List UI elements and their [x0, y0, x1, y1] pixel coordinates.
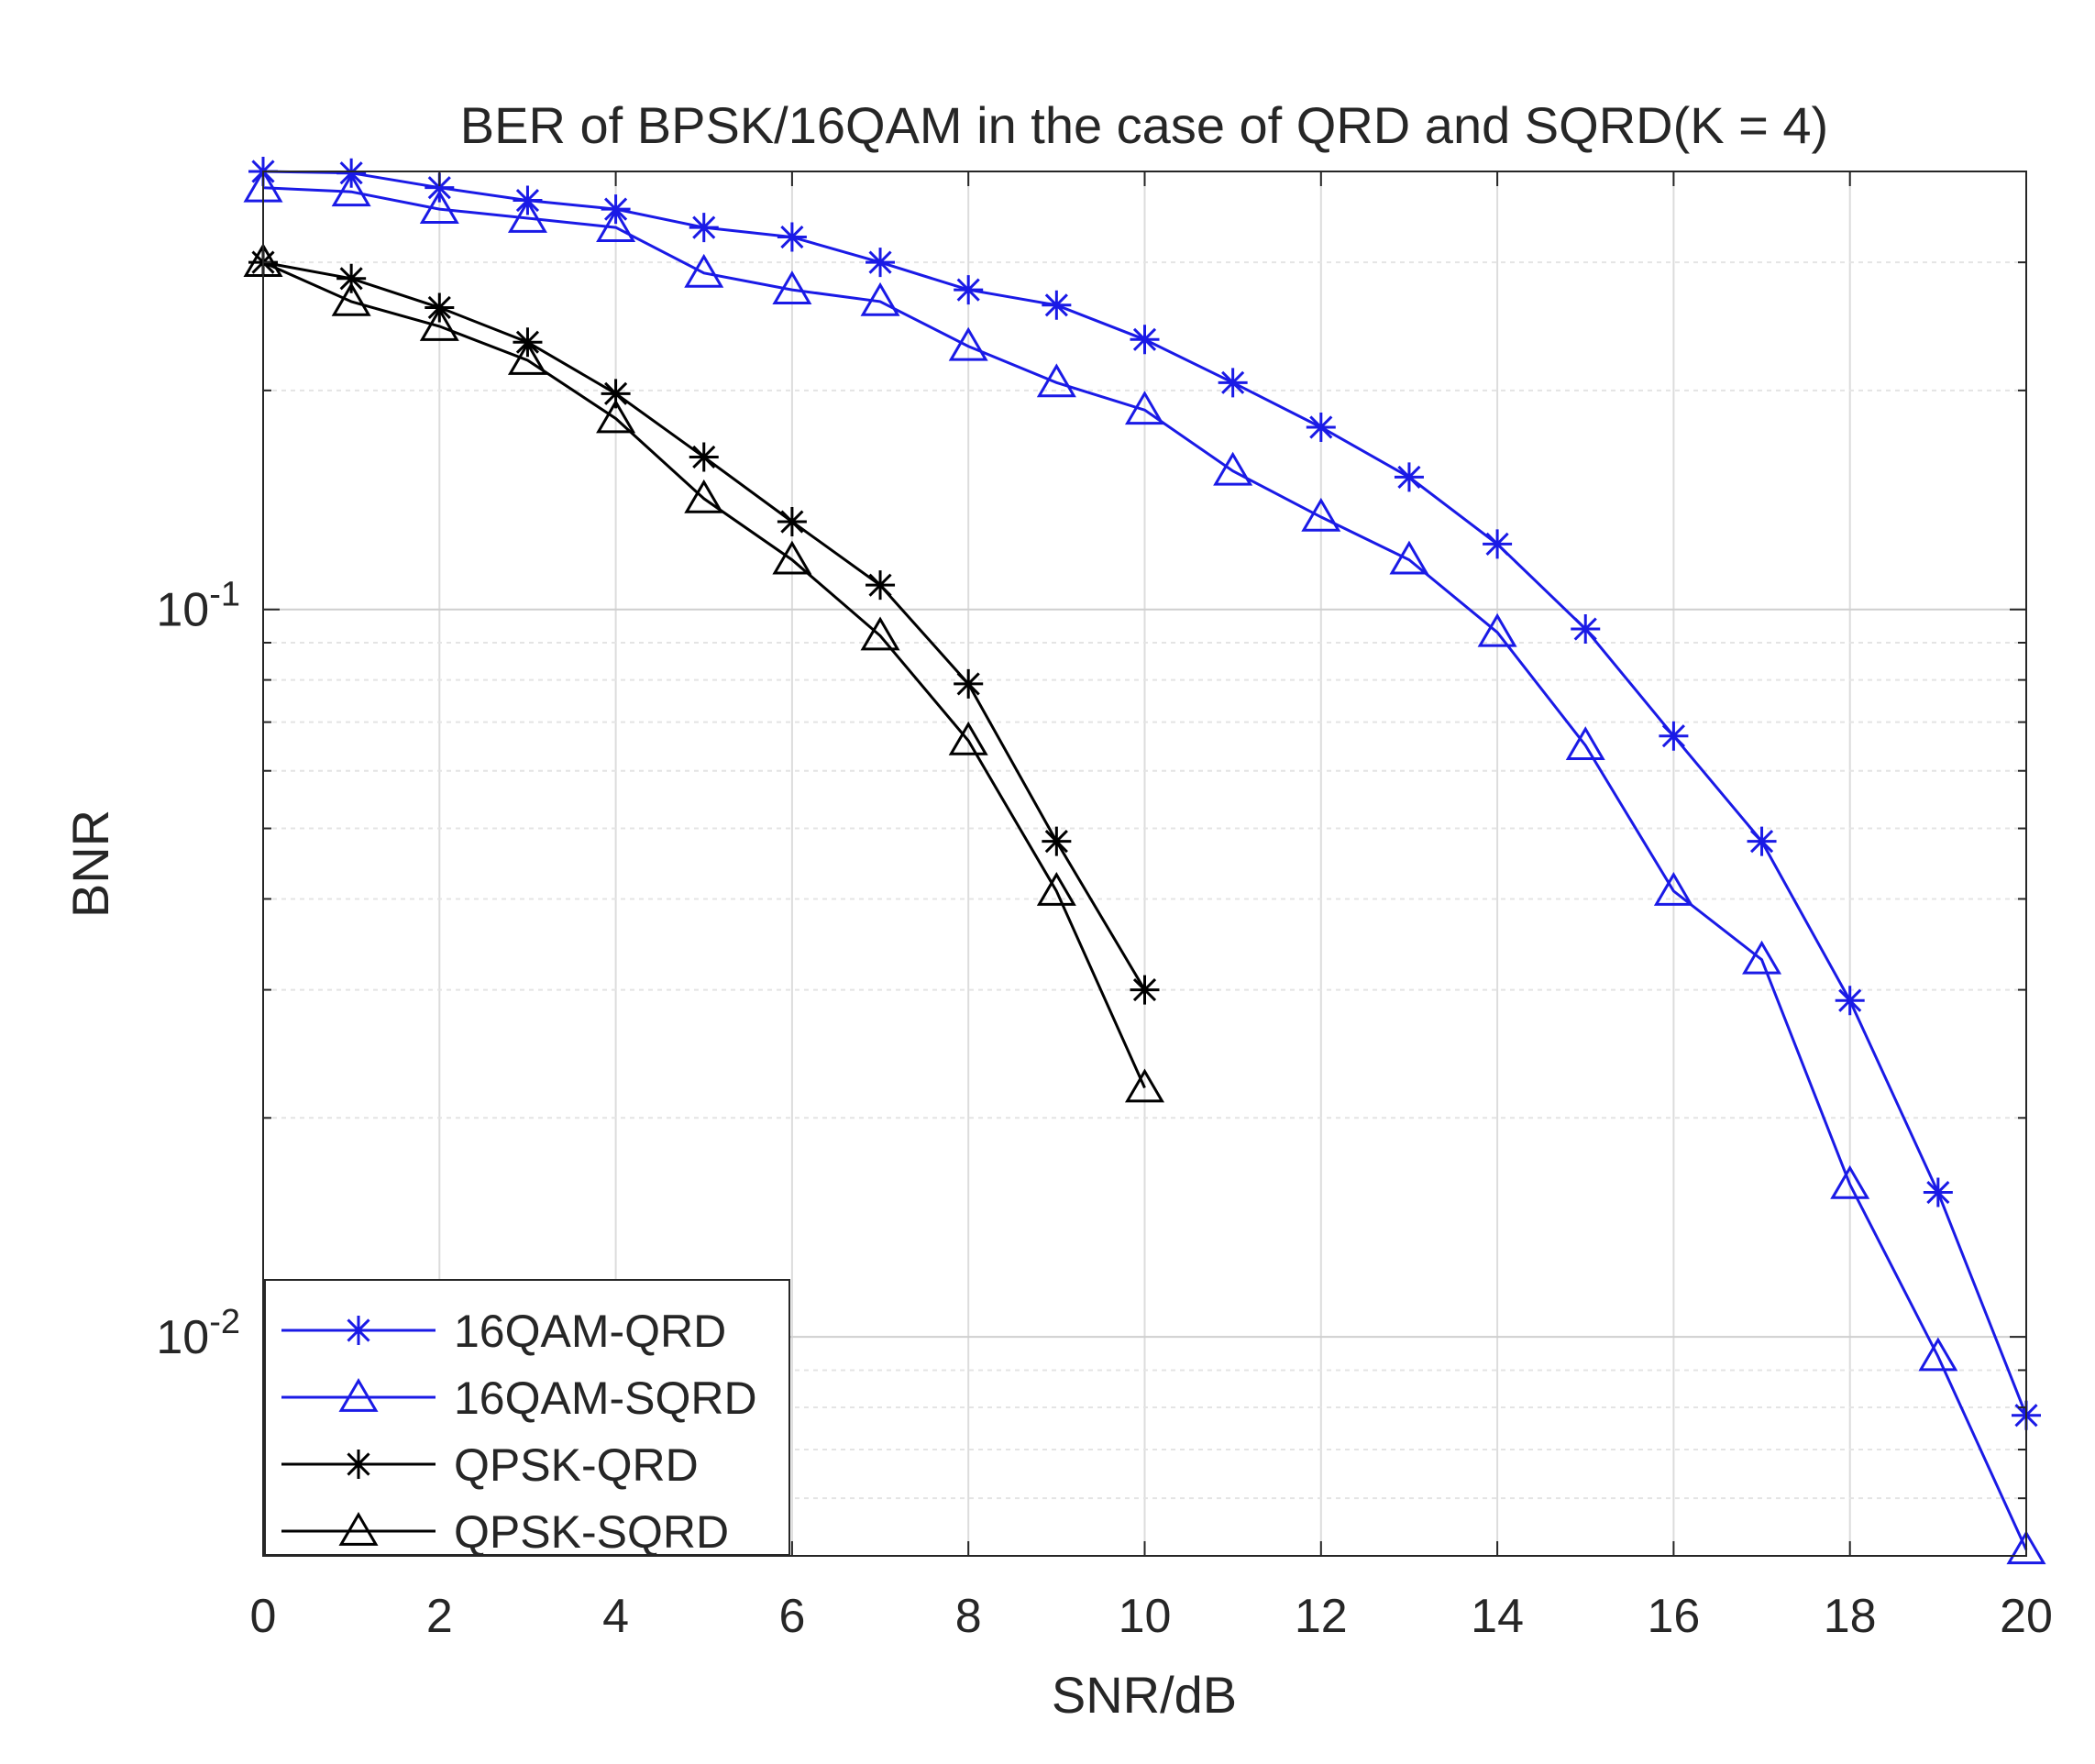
data-point-16qam-qrd [1571, 614, 1601, 645]
legend-marker [344, 1450, 373, 1479]
series-qpsk-sqrd [243, 243, 1165, 1103]
legend-marker [338, 1512, 379, 1546]
legend-marker [338, 1378, 379, 1412]
x-axis-label: SNR/dB [1052, 1666, 1237, 1724]
x-tick-label: 10 [1119, 1590, 1172, 1643]
x-tick-label: 14 [1471, 1590, 1524, 1643]
x-tick-label: 20 [2000, 1590, 2053, 1643]
data-point-16qam-sqrd [1742, 940, 1782, 975]
data-point-16qam-qrd [425, 172, 455, 203]
data-point-16qam-sqrd [1213, 451, 1253, 486]
y-tick-label: 10-2 [156, 1303, 240, 1364]
data-point-16qam-qrd [1659, 721, 1689, 751]
data-point-16qam-qrd [1306, 413, 1336, 443]
data-point-16qam-sqrd [1301, 497, 1341, 532]
data-point-16qam-sqrd [1389, 540, 1429, 575]
tick-labels: 0 2 4 6 8 10 12 14 16 18 20 10-1 10-2 [156, 576, 2053, 1643]
x-tick-label: 2 [426, 1590, 453, 1643]
data-point-16qam-qrd [1923, 1177, 1953, 1207]
data-point-16qam-sqrd [1477, 612, 1517, 647]
data-point-qpsk-qrd [689, 442, 719, 472]
data-point-16qam-sqrd [1565, 726, 1605, 761]
data-point-16qam-sqrd [948, 326, 988, 361]
data-point-qpsk-sqrd [684, 479, 724, 513]
data-point-qpsk-sqrd [331, 281, 371, 316]
x-tick-label: 8 [955, 1590, 982, 1643]
data-point-16qam-sqrd [860, 281, 900, 316]
data-point-16qam-qrd [1042, 290, 1072, 320]
data-point-qpsk-qrd [777, 507, 807, 537]
legend-label: 16QAM-QRD [454, 1306, 726, 1357]
data-point-qpsk-sqrd [1124, 1068, 1165, 1103]
data-point-16qam-sqrd [1036, 363, 1076, 398]
data-point-qpsk-sqrd [596, 399, 636, 434]
data-point-16qam-sqrd [1124, 391, 1165, 425]
legend-label: 16QAM-SQRD [454, 1373, 757, 1424]
data-point-qpsk-sqrd [860, 616, 900, 651]
legend: 16QAM-QRD 16QAM-SQRD QPSK-QRD QPSK-SQRD [264, 1279, 790, 1558]
x-tick-label: 16 [1647, 1590, 1700, 1643]
data-point-16qam-qrd [1394, 462, 1424, 492]
series-line-qpsk-sqrd [262, 260, 1146, 1089]
grid [262, 171, 2027, 1556]
legend-label: QPSK-QRD [454, 1439, 699, 1491]
legend-entry-16qam-sqrd: 16QAM-SQRD [281, 1373, 757, 1424]
data-point-qpsk-qrd [1130, 975, 1160, 1005]
data-point-16qam-sqrd [1830, 1164, 1870, 1199]
data-point-16qam-qrd [1218, 368, 1248, 398]
data-point-16qam-qrd [954, 275, 984, 305]
x-tick-label: 12 [1295, 1590, 1348, 1643]
legend-entry-qpsk-qrd: QPSK-QRD [281, 1439, 699, 1491]
data-point-16qam-qrd [1130, 325, 1160, 355]
data-point-16qam-qrd [866, 248, 896, 278]
series-line-16qam-sqrd [262, 186, 2028, 1550]
data-point-16qam-sqrd [331, 172, 371, 207]
data-point-16qam-qrd [1747, 826, 1777, 856]
data-point-16qam-sqrd [596, 208, 636, 243]
legend-marker [344, 1316, 373, 1345]
data-point-qpsk-sqrd [1036, 871, 1076, 906]
data-point-16qam-sqrd [419, 190, 459, 225]
data-point-qpsk-qrd [1042, 826, 1072, 856]
series-layer [243, 157, 2046, 1565]
data-point-qpsk-qrd [601, 379, 631, 409]
x-tick-label: 6 [778, 1590, 805, 1643]
data-point-16qam-sqrd [684, 253, 724, 288]
y-tick-label: 10-1 [156, 576, 240, 637]
data-point-qpsk-qrd [336, 263, 367, 293]
data-point-qpsk-sqrd [772, 540, 812, 575]
data-point-16qam-sqrd [1918, 1337, 1958, 1372]
data-point-qpsk-qrd [866, 570, 896, 601]
data-point-qpsk-qrd [954, 668, 984, 699]
data-point-qpsk-sqrd [507, 341, 547, 375]
chart-title: BER of BPSK/16QAM in the case of QRD and… [460, 96, 1828, 154]
data-point-qpsk-sqrd [948, 721, 988, 755]
legend-entry-qpsk-sqrd: QPSK-SQRD [281, 1506, 729, 1558]
legend-label: QPSK-SQRD [454, 1506, 729, 1558]
data-point-16qam-sqrd [2006, 1530, 2046, 1565]
data-point-16qam-qrd [1835, 986, 1865, 1016]
series-16qam-sqrd [243, 168, 2046, 1565]
x-tick-label: 18 [1824, 1590, 1877, 1643]
x-tick-label: 4 [602, 1590, 629, 1643]
data-point-qpsk-sqrd [419, 306, 459, 341]
y-axis-label: BNR [61, 810, 119, 918]
data-point-16qam-qrd [1483, 529, 1513, 559]
data-point-16qam-qrd [777, 222, 807, 252]
data-point-16qam-sqrd [772, 270, 812, 305]
data-point-16qam-sqrd [507, 198, 547, 233]
legend-entry-16qam-qrd: 16QAM-QRD [281, 1306, 726, 1357]
x-tick-label: 0 [250, 1590, 277, 1643]
data-point-16qam-qrd [689, 213, 719, 243]
data-point-16qam-sqrd [1653, 871, 1693, 906]
